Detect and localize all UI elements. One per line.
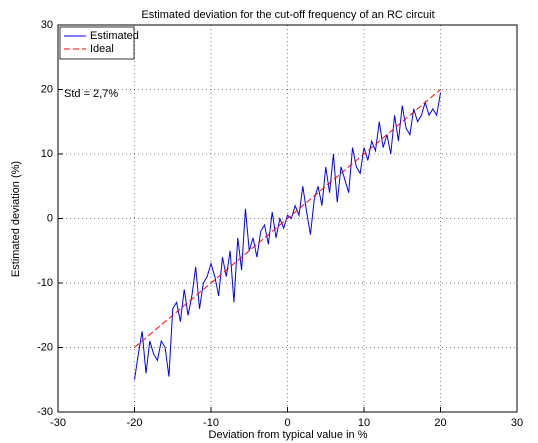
x-tick-label: 0 bbox=[284, 417, 290, 429]
y-tick-label: -10 bbox=[37, 277, 53, 289]
x-tick-label: -20 bbox=[127, 417, 143, 429]
chart-title: Estimated deviation for the cut-off freq… bbox=[141, 9, 434, 21]
x-axis-label: Deviation from typical value in % bbox=[209, 429, 368, 441]
x-tick-label: -30 bbox=[50, 417, 66, 429]
y-tick-label: 0 bbox=[47, 212, 53, 224]
y-tick-label: 20 bbox=[41, 83, 53, 95]
y-axis-label: Estimated deviation (%) bbox=[10, 161, 22, 277]
series-line bbox=[134, 92, 441, 380]
series-line bbox=[134, 89, 441, 348]
x-tick-label: 10 bbox=[358, 417, 370, 429]
legend-label: Ideal bbox=[90, 43, 114, 55]
x-tick-label: 20 bbox=[434, 417, 446, 429]
plot-frame bbox=[57, 24, 518, 413]
x-tick-label: -10 bbox=[203, 417, 219, 429]
x-tick-label: 30 bbox=[511, 417, 523, 429]
y-tick-label: -30 bbox=[37, 406, 53, 418]
y-tick-label: 30 bbox=[41, 19, 53, 31]
legend-label: Estimated bbox=[90, 30, 139, 42]
legend-box bbox=[59, 26, 135, 60]
y-tick-label: -20 bbox=[37, 341, 53, 353]
annotation: Std = 2,7% bbox=[64, 88, 118, 100]
y-tick-label: 10 bbox=[41, 148, 53, 160]
